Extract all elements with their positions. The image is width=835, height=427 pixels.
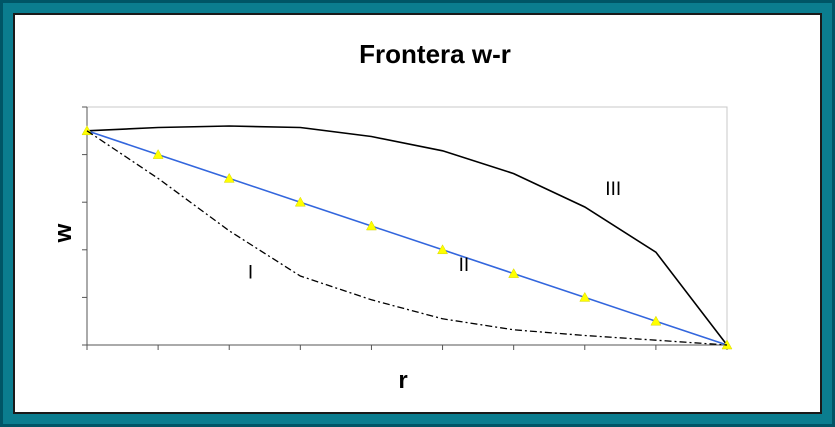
series-line-convex <box>86 130 728 346</box>
x-axis-label: r <box>398 367 407 394</box>
y-axis-label: w <box>50 223 77 243</box>
plot-border <box>86 106 728 346</box>
series-marker-linear <box>223 172 235 183</box>
region-label: I <box>248 262 253 283</box>
region-label: III <box>605 179 621 200</box>
series-marker-linear <box>294 196 306 207</box>
chart-title: Frontera w-r <box>359 39 511 69</box>
series-marker-linear <box>508 268 520 278</box>
series-marker-linear <box>650 315 662 326</box>
chart-area: Frontera w-r r w I II III <box>13 13 822 414</box>
series-line-concave <box>86 125 728 346</box>
series-marker-linear <box>366 220 377 231</box>
series-marker-linear <box>437 244 448 255</box>
series-marker-linear <box>152 149 164 159</box>
region-label: II <box>459 255 470 276</box>
series-line-linear <box>86 130 728 346</box>
series-marker-linear <box>579 291 591 302</box>
